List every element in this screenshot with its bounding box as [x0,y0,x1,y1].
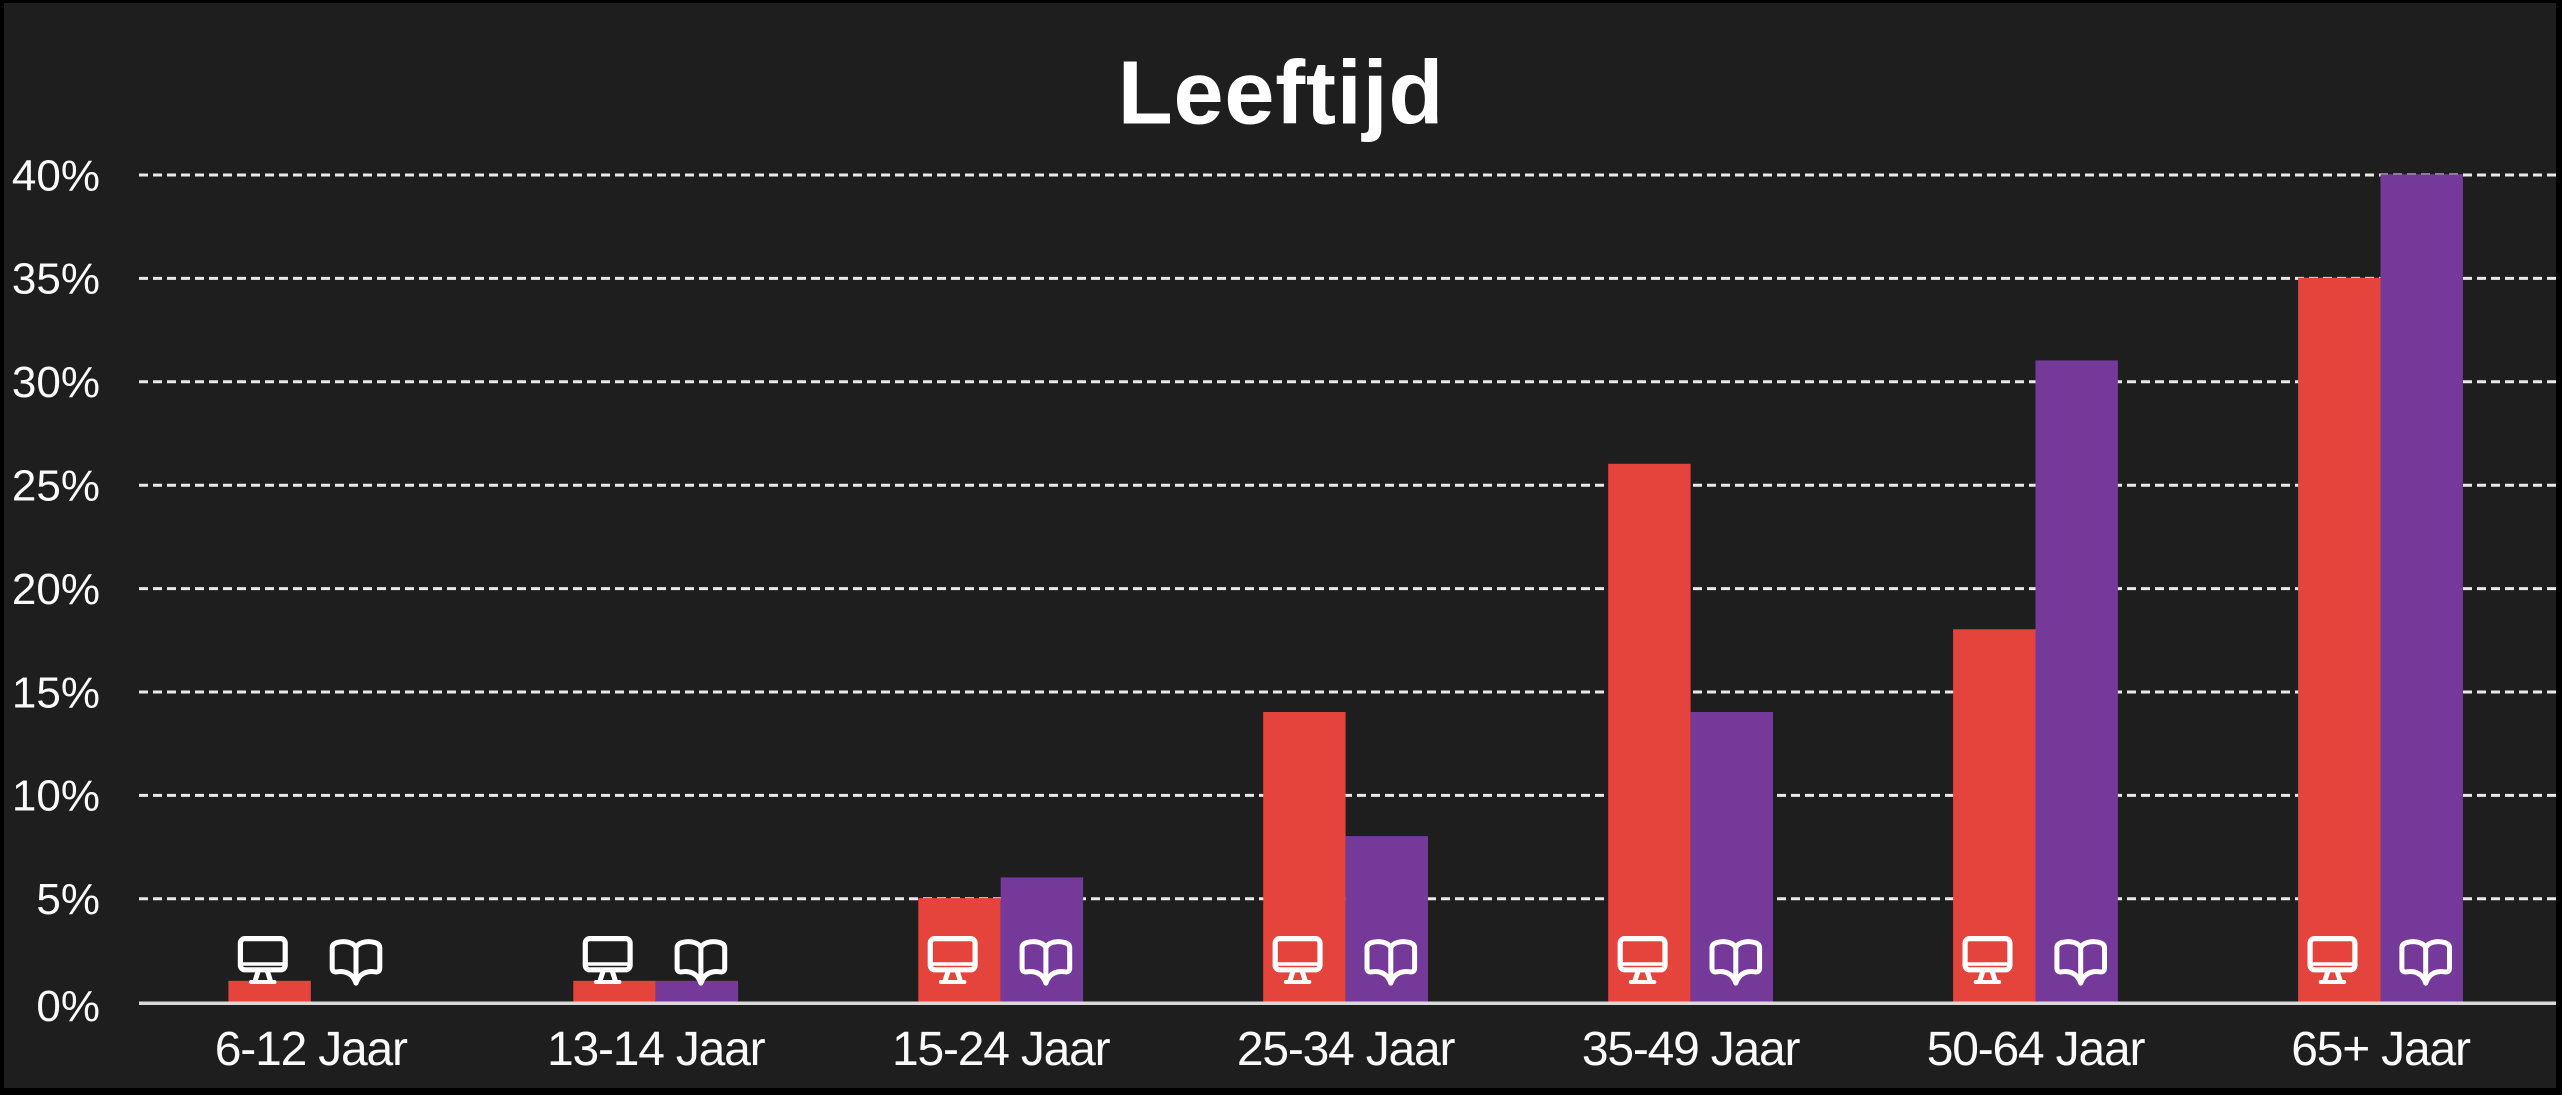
svg-text:40%: 40% [12,151,100,200]
svg-text:30%: 30% [12,358,100,407]
svg-text:35-49 Jaar: 35-49 Jaar [1582,1023,1801,1076]
svg-text:65+ Jaar: 65+ Jaar [2291,1023,2471,1076]
svg-text:25-34 Jaar: 25-34 Jaar [1237,1023,1456,1076]
svg-text:25%: 25% [12,462,100,511]
svg-text:50-64 Jaar: 50-64 Jaar [1927,1023,2146,1076]
svg-text:20%: 20% [12,565,100,614]
svg-text:15-24 Jaar: 15-24 Jaar [892,1023,1111,1076]
svg-text:5%: 5% [36,875,100,924]
svg-text:15%: 15% [12,668,100,717]
svg-text:0%: 0% [36,982,100,1031]
svg-text:10%: 10% [12,772,100,821]
svg-text:13-14 Jaar: 13-14 Jaar [547,1023,766,1076]
svg-text:Leeftijd: Leeftijd [1118,43,1444,143]
svg-text:6-12 Jaar: 6-12 Jaar [215,1023,408,1076]
svg-text:35%: 35% [12,255,100,304]
